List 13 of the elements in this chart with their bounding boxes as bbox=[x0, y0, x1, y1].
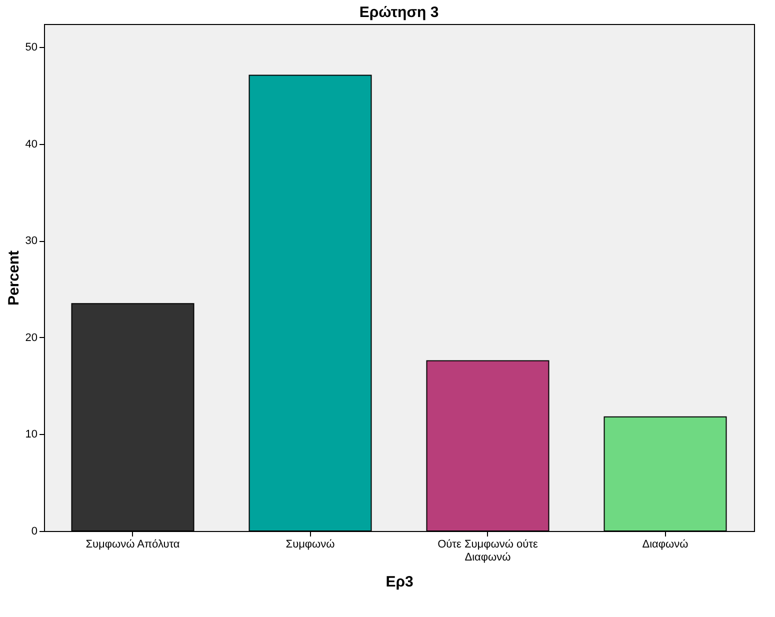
y-tick-label: 10 bbox=[25, 428, 38, 441]
x-tick-label: Συμφωνώ Απόλυτα bbox=[86, 538, 180, 550]
x-tick-label: Διαφωνώ bbox=[642, 538, 689, 550]
x-tick-label: Ούτε Συμφωνώ ούτε Διαφωνώ bbox=[438, 538, 538, 564]
y-tick-label: 0 bbox=[31, 526, 38, 538]
y-tick-label: 40 bbox=[25, 138, 38, 150]
y-tick-label: 20 bbox=[25, 332, 38, 344]
y-tick-label: 30 bbox=[25, 235, 38, 248]
x-tick-label: Συμφωνώ bbox=[286, 538, 336, 550]
chart-title: Ερώτηση 3 bbox=[359, 4, 439, 21]
y-tick-label: 50 bbox=[25, 42, 38, 54]
x-axis-title: Ερ3 bbox=[386, 574, 414, 590]
y-axis-title: Percent bbox=[5, 250, 22, 306]
